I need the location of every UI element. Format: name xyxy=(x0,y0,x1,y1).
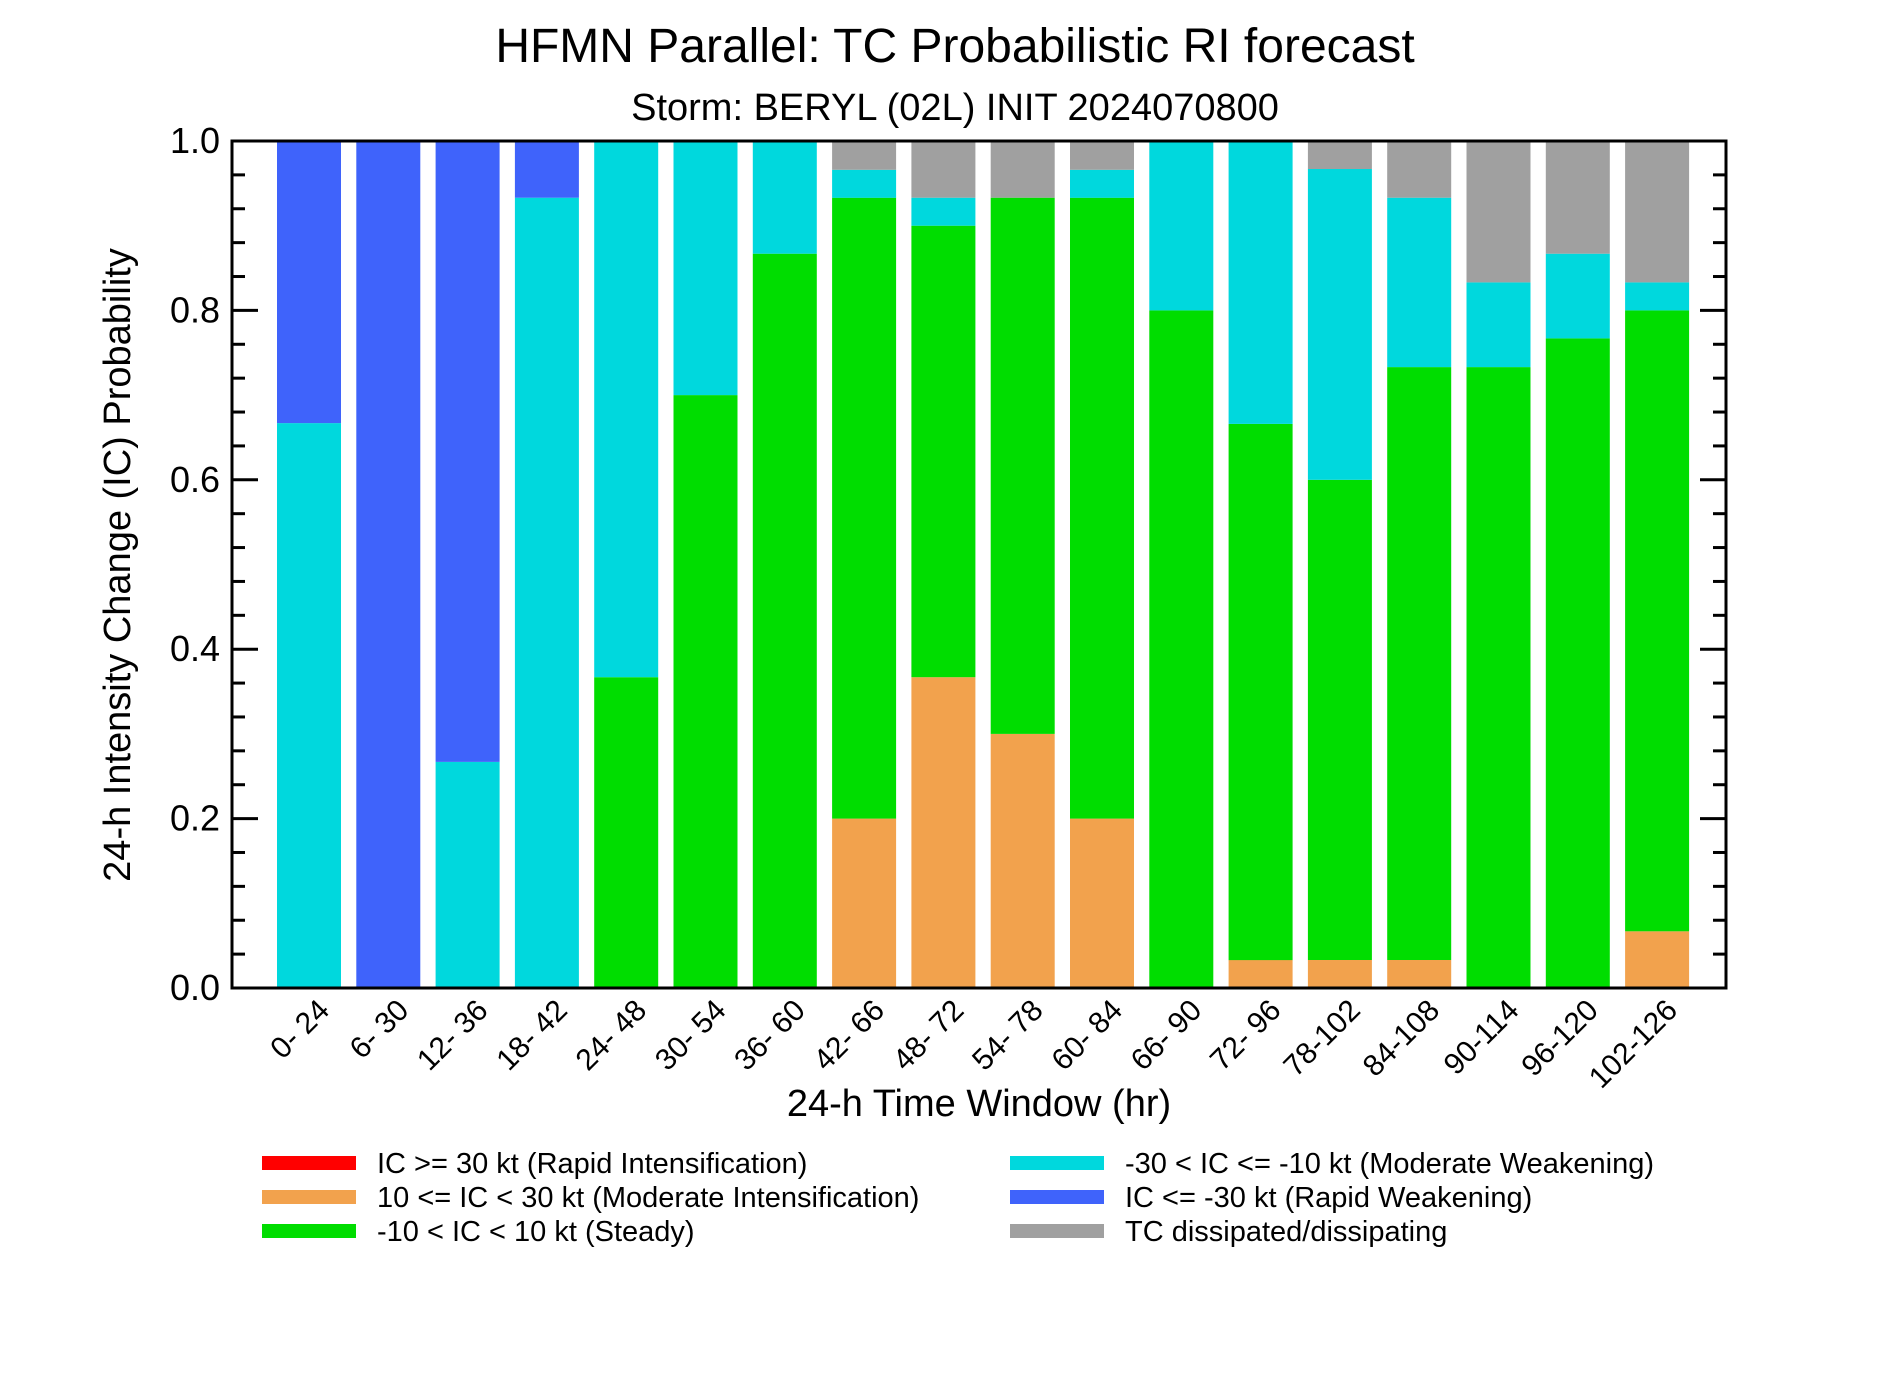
y-tick-label: 0.2 xyxy=(170,798,220,839)
bar-102-126-series-1 xyxy=(1625,931,1690,988)
bar-36-60-series-3 xyxy=(752,141,817,254)
bar-60-84-series-3 xyxy=(1070,169,1134,198)
bar-60-84-series-2 xyxy=(1070,197,1134,819)
bar-84-108-series-1 xyxy=(1387,960,1452,988)
bar-48-72-series-5 xyxy=(911,141,976,198)
plot-frame xyxy=(230,139,1728,990)
bar-84-108-series-2 xyxy=(1387,367,1452,961)
legend-label-1: 10 <= IC < 30 kt (Moderate Intensificati… xyxy=(377,1182,919,1214)
bar-54-78-series-1 xyxy=(990,733,1055,988)
chart-title: HFMN Parallel: TC Probabilistic RI forec… xyxy=(495,20,1414,73)
bar-24-48-series-2 xyxy=(594,677,659,988)
bar-78-102-series-1 xyxy=(1307,960,1372,988)
x-tick-label-102-126: 102-126 xyxy=(1583,994,1684,1095)
bar-90-114-series-2 xyxy=(1466,367,1531,989)
bar-66-90-series-2 xyxy=(1149,310,1214,988)
bar-72-96-series-1 xyxy=(1228,960,1293,988)
x-tick-label-78-102: 78-102 xyxy=(1277,994,1366,1083)
legend-label-3: -30 < IC <= -10 kt (Moderate Weakening) xyxy=(1125,1148,1654,1180)
bar-60-84-series-1 xyxy=(1070,818,1134,988)
x-tick-label-72-96: 72- 96 xyxy=(1204,994,1287,1077)
bar-42-66-series-5 xyxy=(832,141,897,170)
bar-102-126-series-2 xyxy=(1625,310,1690,932)
legend-label-0: IC >= 30 kt (Rapid Intensification) xyxy=(377,1148,807,1180)
bar-90-114-series-5 xyxy=(1466,141,1531,283)
bar-96-120-series-5 xyxy=(1545,141,1610,254)
legend-swatch-0 xyxy=(262,1156,356,1170)
bar-72-96-series-2 xyxy=(1228,423,1293,961)
y-tick-label: 0.8 xyxy=(170,289,220,330)
x-tick-label-48-72: 48- 72 xyxy=(887,994,970,1077)
bar-54-78-series-2 xyxy=(990,197,1055,734)
legend-swatch-5 xyxy=(1010,1224,1104,1238)
bar-42-66-series-2 xyxy=(832,197,897,819)
x-tick-label-18-42: 18- 42 xyxy=(490,994,573,1077)
x-tick-label-54-78: 54- 78 xyxy=(966,994,1049,1077)
y-tick-label: 1.0 xyxy=(170,120,220,161)
y-tick-label: 0.4 xyxy=(170,628,220,669)
x-tick-label-12-36: 12- 36 xyxy=(411,994,494,1077)
bar-66-90-series-3 xyxy=(1149,141,1214,311)
bar-90-114-series-3 xyxy=(1466,282,1531,368)
bar-78-102-series-5 xyxy=(1307,141,1372,169)
bar-0-24-series-4 xyxy=(277,141,341,424)
x-tick-label-66-90: 66- 90 xyxy=(1125,994,1208,1077)
bar-84-108-series-5 xyxy=(1387,141,1452,198)
x-tick-label-90-114: 90-114 xyxy=(1438,994,1526,1082)
bar-12-36-series-3 xyxy=(435,761,500,988)
bar-96-120-series-3 xyxy=(1545,253,1610,339)
bar-18-42-series-3 xyxy=(514,197,579,988)
x-tick-label-6-30: 6- 30 xyxy=(344,994,416,1066)
bar-102-126-series-3 xyxy=(1625,282,1690,311)
bar-72-96-series-3 xyxy=(1228,141,1293,424)
bar-36-60-series-2 xyxy=(752,253,817,988)
bar-48-72-series-1 xyxy=(911,677,976,988)
legend-label-4: IC <= -30 kt (Rapid Weakening) xyxy=(1125,1182,1532,1214)
x-tick-label-30-54: 30- 54 xyxy=(649,994,732,1077)
legend-swatch-1 xyxy=(262,1190,356,1204)
y-axis-title: 24-h Intensity Change (IC) Probability xyxy=(97,248,139,882)
legend-swatch-4 xyxy=(1010,1190,1104,1204)
legend-label-5: TC dissipated/dissipating xyxy=(1125,1216,1447,1248)
bar-60-84-series-5 xyxy=(1070,141,1134,170)
bar-42-66-series-1 xyxy=(832,818,897,988)
legend-swatch-2 xyxy=(262,1224,356,1238)
x-tick-label-42-66: 42- 66 xyxy=(808,994,891,1077)
bar-84-108-series-3 xyxy=(1387,197,1452,368)
y-tick-label: 0.6 xyxy=(170,459,220,500)
legend-label-2: -10 < IC < 10 kt (Steady) xyxy=(377,1216,695,1248)
legend: IC >= 30 kt (Rapid Intensification) -30 <… xyxy=(262,1148,1654,1248)
bar-42-66-series-3 xyxy=(832,169,897,198)
bar-24-48-series-3 xyxy=(594,141,659,678)
x-tick-label-24-48: 24- 48 xyxy=(570,994,653,1077)
x-axis-title: 24-h Time Window (hr) xyxy=(787,1083,1171,1125)
x-tick-label-0-24: 0- 24 xyxy=(264,994,336,1066)
legend-swatch-3 xyxy=(1010,1156,1104,1170)
bar-96-120-series-2 xyxy=(1545,338,1610,988)
x-tick-label-36-60: 36- 60 xyxy=(728,994,811,1077)
bar-102-126-series-5 xyxy=(1625,141,1690,283)
y-tick-label: 0.0 xyxy=(170,967,220,1008)
bar-30-54-series-3 xyxy=(673,141,738,396)
bar-0-24-series-3 xyxy=(277,423,341,989)
bar-6-30-series-4 xyxy=(356,141,421,988)
bar-48-72-series-2 xyxy=(911,225,976,678)
x-tick-label-84-108: 84-108 xyxy=(1357,994,1446,1083)
bar-30-54-series-2 xyxy=(673,395,738,989)
bar-78-102-series-3 xyxy=(1307,169,1372,480)
bar-12-36-series-4 xyxy=(435,141,500,762)
chart-subtitle: Storm: BERYL (02L) INIT 2024070800 xyxy=(631,87,1279,129)
x-tick-label-60-84: 60- 84 xyxy=(1045,994,1128,1077)
bar-48-72-series-3 xyxy=(911,197,976,226)
bar-78-102-series-2 xyxy=(1307,479,1372,960)
bar-54-78-series-5 xyxy=(990,141,1055,198)
bar-18-42-series-4 xyxy=(514,141,579,198)
bars-layer xyxy=(277,141,1690,989)
